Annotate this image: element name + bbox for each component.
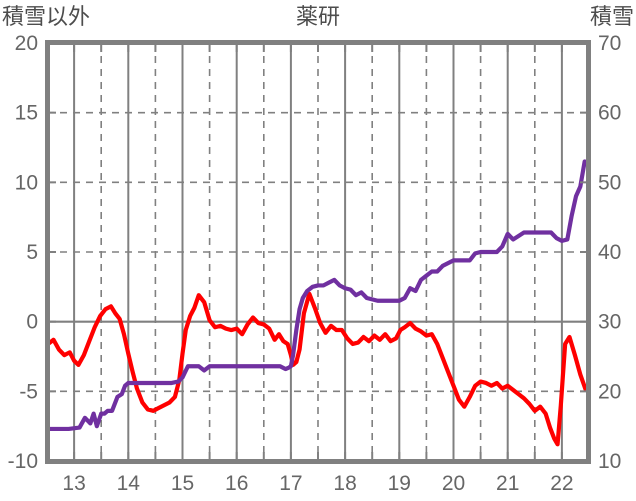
y-axis-tick-label: 0 <box>26 311 38 334</box>
series-line-snow-depth <box>45 159 587 432</box>
y-axis-tick-label: 15 <box>15 102 38 125</box>
x-axis-tick-label: 16 <box>225 472 248 495</box>
y-axis-tick-label: -10 <box>8 450 38 473</box>
x-axis-tick-label: 17 <box>279 472 302 495</box>
y2-axis-tick-label: 30 <box>598 311 621 334</box>
x-axis-tick-label: 21 <box>496 472 519 495</box>
x-axis-tick-label: 20 <box>442 472 465 495</box>
y-axis-tick-label: 5 <box>26 241 38 264</box>
chart-title: 薬研 <box>296 4 340 29</box>
y2-axis-tick-label: 40 <box>598 241 621 264</box>
series-layer <box>45 159 588 447</box>
x-axis-tick-label: 19 <box>388 472 411 495</box>
y-axis-tick-label: -5 <box>19 380 38 403</box>
grid-layer <box>47 43 589 461</box>
y-axis-tick-label: 20 <box>15 32 38 55</box>
x-axis-tick-label: 13 <box>62 472 85 495</box>
y2-axis-tick-label: 20 <box>598 380 621 403</box>
y2-axis-tick-label: 70 <box>598 32 621 55</box>
plot-frame <box>45 40 591 464</box>
y2-axis-tick-label: 50 <box>598 171 621 194</box>
left-axis-title: 積雪以外 <box>2 4 90 29</box>
series-line-temperature <box>45 291 588 447</box>
y2-axis-tick-label: 10 <box>598 450 621 473</box>
x-axis-tick-label: 14 <box>117 472 141 495</box>
y2-axis-tick-label: 60 <box>598 102 621 125</box>
x-axis-tick-label: 15 <box>171 472 194 495</box>
x-axis-tick-label: 18 <box>333 472 356 495</box>
right-axis-title: 積雪 <box>590 4 634 29</box>
y-axis-tick-label: 10 <box>15 171 38 194</box>
x-axis-tick-label: 22 <box>550 472 573 495</box>
